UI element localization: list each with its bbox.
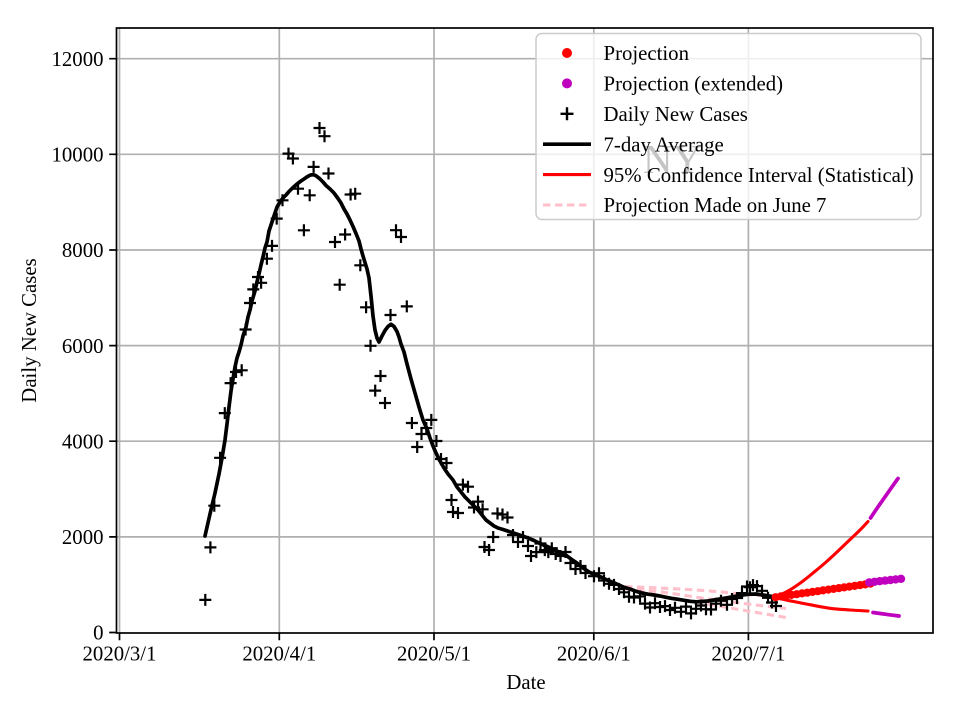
svg-text:Projection: Projection: [604, 42, 690, 65]
svg-text:2020/4/1: 2020/4/1: [242, 643, 316, 666]
svg-text:0: 0: [93, 622, 103, 645]
svg-text:2020/6/1: 2020/6/1: [557, 643, 631, 666]
svg-text:NY: NY: [643, 136, 702, 182]
svg-text:7-day Average: 7-day Average: [604, 133, 724, 156]
svg-text:Projection (extended): Projection (extended): [604, 73, 784, 96]
svg-text:2020/7/1: 2020/7/1: [711, 643, 785, 666]
svg-text:10000: 10000: [52, 144, 104, 167]
svg-text:8000: 8000: [62, 239, 104, 262]
svg-text:Projection Made on June 7: Projection Made on June 7: [604, 194, 827, 217]
svg-text:6000: 6000: [62, 335, 104, 358]
svg-text:2020/5/1: 2020/5/1: [397, 643, 471, 666]
svg-text:95% Confidence Interval (Stati: 95% Confidence Interval (Statistical): [604, 164, 914, 187]
svg-text:Daily New Cases: Daily New Cases: [604, 103, 748, 126]
svg-text:Daily New Cases: Daily New Cases: [18, 258, 41, 402]
svg-text:4000: 4000: [62, 430, 104, 453]
svg-text:12000: 12000: [52, 48, 104, 71]
svg-text:2000: 2000: [62, 526, 104, 549]
svg-text:2020/3/1: 2020/3/1: [83, 643, 157, 666]
svg-text:Date: Date: [506, 671, 545, 694]
